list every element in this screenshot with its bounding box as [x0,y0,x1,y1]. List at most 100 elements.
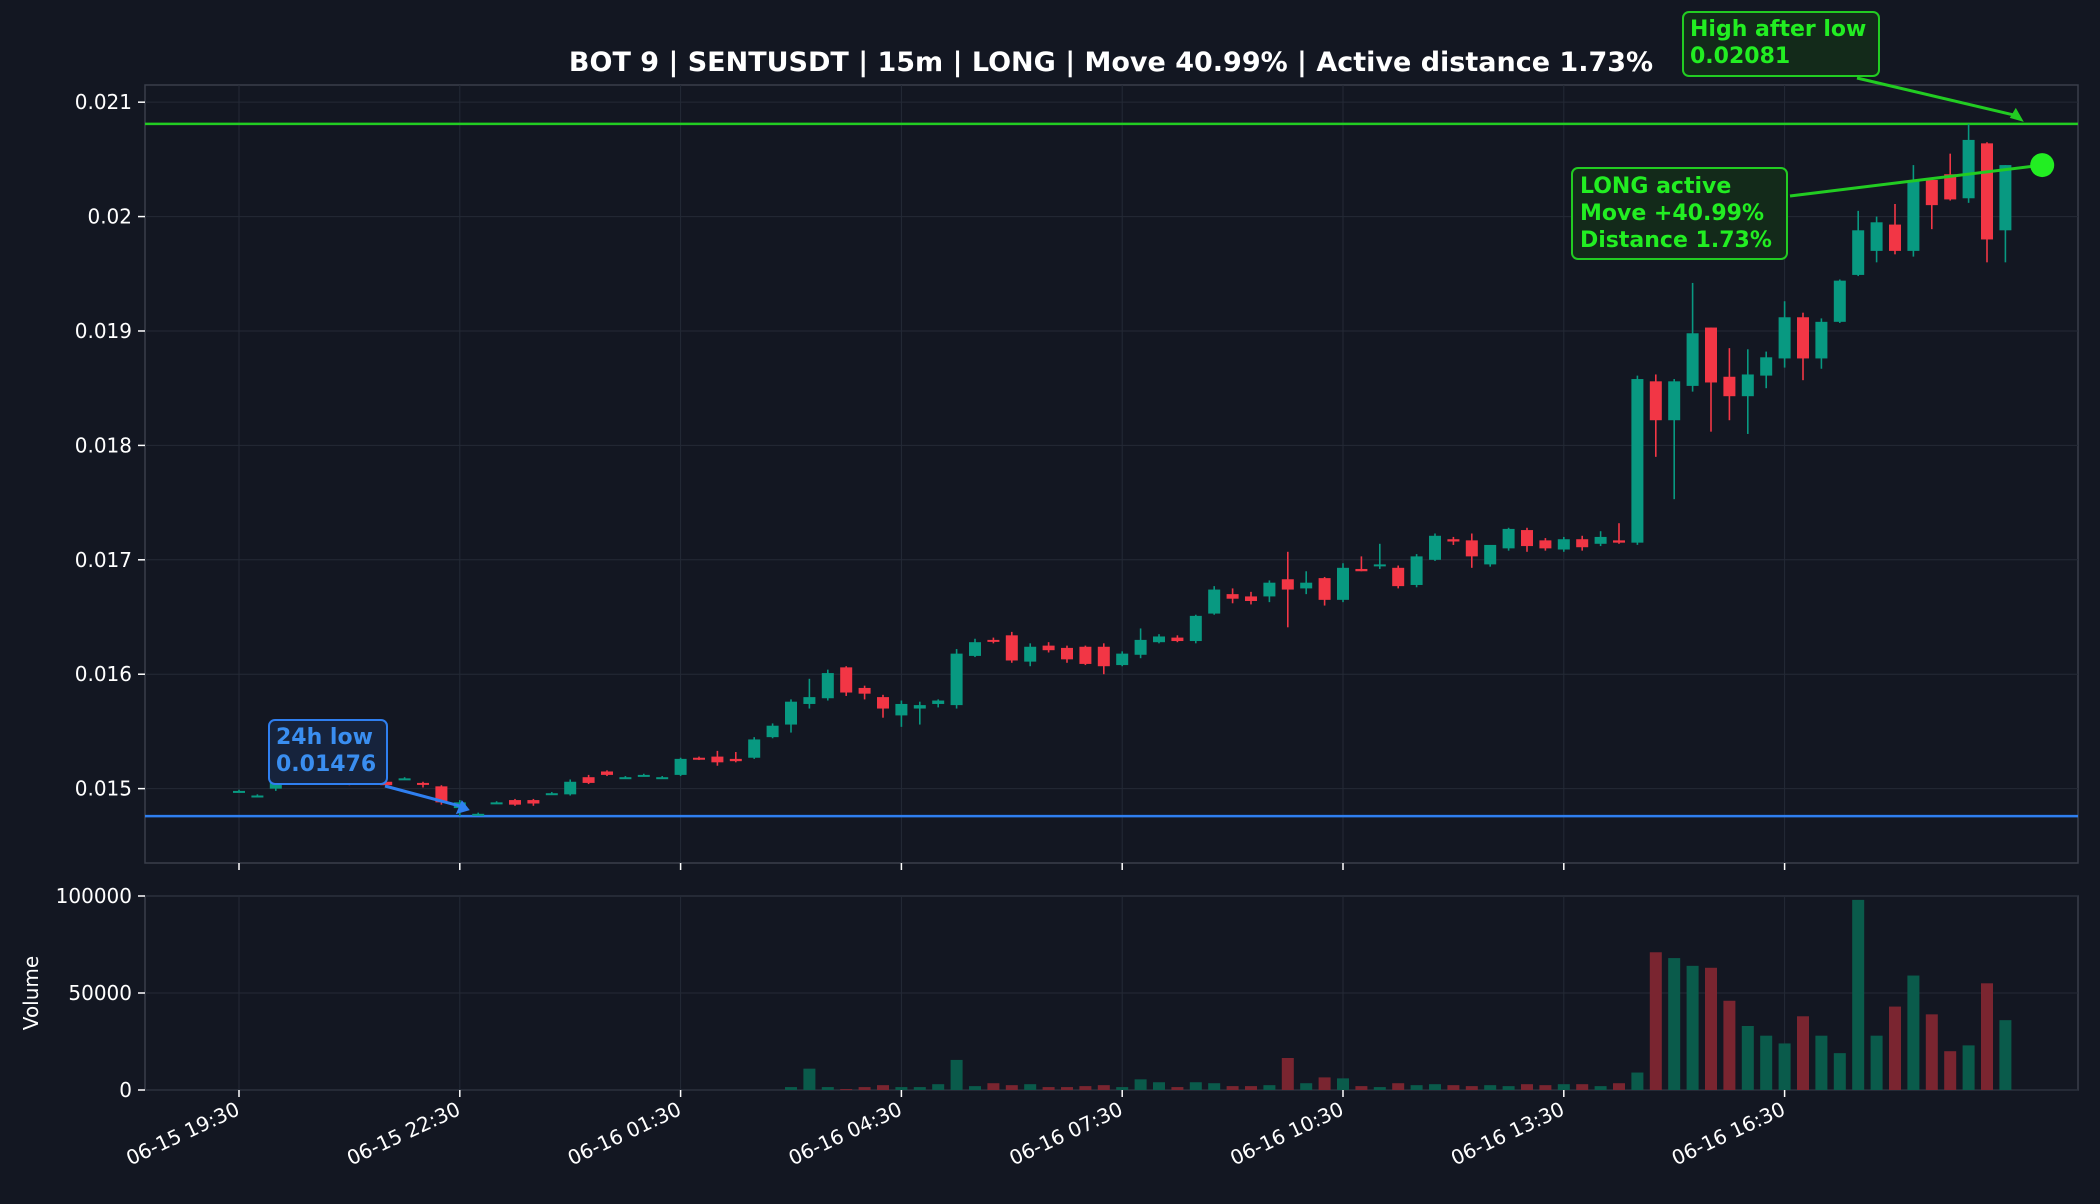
candle [748,737,761,759]
candle [1410,554,1423,588]
volume-bar [1686,965,1699,1090]
candle [251,794,264,798]
volume-bar [1153,1082,1165,1090]
candle-body [1797,317,1809,359]
candle [1723,348,1736,421]
candle [1300,571,1313,595]
candle [1318,576,1331,606]
candle-body [987,639,1000,642]
chart-title: BOT 9 | SENTUSDT | 15m | LONG | Move 40.… [569,47,1653,78]
volume-bar [1042,1087,1055,1090]
volume-bar [1061,1087,1073,1090]
candle [472,812,485,816]
volume-bar [1778,1043,1791,1090]
candle [1594,531,1607,547]
candle-body [1521,530,1533,547]
candle [1576,535,1589,551]
candle-body [1760,357,1773,376]
candle-body [1870,222,1883,251]
candle-body [251,795,264,798]
volume-bar [1852,899,1865,1090]
volume-bar [1705,967,1717,1090]
volume-bar [1797,1016,1809,1090]
volume-bar [1668,958,1681,1090]
candle-body [1042,645,1055,651]
candle [417,781,429,788]
candle-body [1962,139,1975,199]
candle-body [269,781,282,789]
candle-body [932,700,945,704]
high-annotation: High after low 0.02081 [1682,11,2024,122]
volume-bar [950,1059,963,1090]
candle-body [490,802,503,805]
candle [1042,642,1055,653]
volume-bar [840,1089,853,1091]
candle [1097,643,1110,675]
low-arrow-head [455,800,470,815]
price-tick-label: 0.016 [75,662,132,686]
candle [821,669,834,701]
candle-body [527,800,540,804]
candle [969,638,981,658]
volume-bar [858,1087,871,1090]
candle [729,752,742,763]
candle [398,777,411,781]
candle [1447,536,1460,545]
volume-bar [1245,1086,1257,1090]
volume-bar [1521,1084,1533,1090]
candle [858,685,871,700]
candle-body [1061,647,1073,660]
candle-body [1944,174,1957,200]
candle-body [1852,230,1865,275]
volume-bar [1944,1051,1957,1090]
candle [1337,563,1349,603]
candle-body [472,813,485,816]
volume-bar [1189,1082,1202,1090]
candle-body [1189,615,1202,642]
active-annotation-box [1571,167,1788,260]
volume-bar [1300,1083,1313,1090]
high-annotation-box [1682,11,1880,77]
candle [1226,588,1239,604]
volume-bar [1373,1087,1386,1090]
candle [601,770,613,777]
candle [1521,527,1533,552]
candle [1760,351,1773,389]
candle-body [950,653,963,706]
candle [545,792,558,796]
candle [1557,536,1570,552]
candle-body [1557,539,1570,550]
candle [1649,374,1662,457]
candle-body [1668,381,1681,421]
candle-body [1300,582,1313,589]
candle [1061,645,1073,663]
candle-body [564,781,577,795]
candle-body [1410,556,1423,585]
candle [766,723,779,739]
candle [1539,538,1552,551]
candle-body [1981,143,1993,240]
price-tick-label: 0.019 [75,319,132,343]
volume-bar [1281,1057,1294,1090]
volume-bar [1318,1077,1331,1090]
active-position-marker [2030,153,2055,178]
candle-body [1429,535,1441,560]
candle-body [1741,374,1754,397]
candle [1815,318,1828,369]
candle-body [1889,224,1901,251]
volume-bar [1226,1086,1239,1090]
candle-body [1116,653,1129,666]
candle [1668,379,1681,500]
candle [490,801,503,805]
volume-bar [1263,1085,1276,1090]
candle [1208,586,1221,615]
candle [1484,544,1497,567]
candle [1153,634,1165,644]
candle-body [1907,181,1920,251]
price-tick-label: 0.02 [87,205,132,229]
candle [1502,527,1515,551]
candle [1797,312,1809,381]
active-annotation-connector [1789,163,2043,198]
volume-bar [1005,1085,1018,1090]
